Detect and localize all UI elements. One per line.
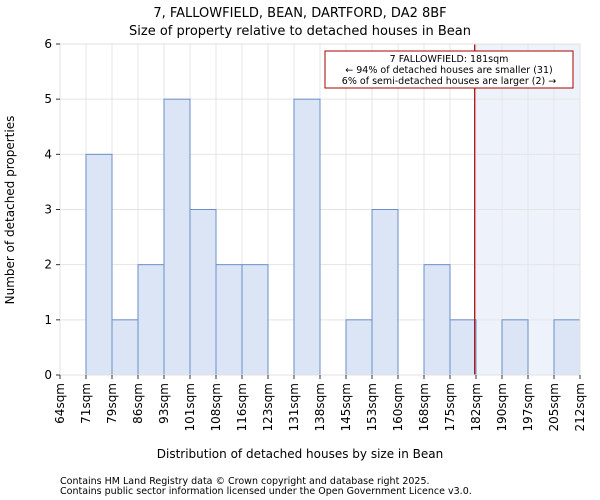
annotation-line-3: 6% of semi-detached houses are larger (2…	[342, 76, 556, 87]
bar	[111, 319, 139, 376]
annotation-border	[324, 50, 574, 89]
x-tick-label: 64sqm	[53, 383, 67, 424]
x-tick-label: 71sqm	[79, 383, 93, 424]
x-tick-label: 108sqm	[209, 383, 223, 431]
annotation-line-1: 7 FALLOWFIELD: 181sqm	[390, 54, 509, 65]
x-tick-label: 86sqm	[131, 383, 145, 424]
x-tick-label: 160sqm	[391, 383, 405, 431]
x-tick-label: 190sqm	[495, 383, 509, 431]
x-tick-label: 153sqm	[365, 383, 379, 431]
x-tick-label: 205sqm	[547, 383, 561, 431]
x-tick-label: 197sqm	[521, 383, 535, 431]
x-tick-label: 79sqm	[105, 383, 119, 424]
y-axis-label: Number of detached properties	[3, 116, 17, 305]
bar	[449, 319, 477, 376]
x-tick-label: 138sqm	[313, 383, 327, 431]
y-tick-label: 6	[44, 37, 52, 51]
bar	[501, 319, 529, 376]
bar	[189, 209, 217, 376]
bar	[85, 153, 113, 376]
x-tick-label: 116sqm	[235, 383, 249, 431]
y-tick-label: 5	[44, 92, 52, 106]
footer-line-1: Contains HM Land Registry data © Crown c…	[60, 476, 430, 487]
bar	[137, 264, 165, 376]
bar	[345, 319, 373, 376]
x-axis-label: Distribution of detached houses by size …	[157, 447, 443, 461]
x-tick-label: 175sqm	[443, 383, 457, 431]
x-tick-label: 182sqm	[469, 383, 483, 431]
x-tick-label: 212sqm	[573, 383, 587, 431]
bar	[163, 98, 191, 376]
chart-subtitle: Size of property relative to detached ho…	[129, 24, 471, 39]
bar	[293, 98, 321, 376]
y-tick-label: 2	[44, 258, 52, 272]
y-tick-label: 4	[44, 147, 52, 161]
bar	[371, 209, 399, 376]
y-tick-label: 0	[44, 368, 52, 382]
x-tick-label: 145sqm	[339, 383, 353, 431]
bar	[553, 319, 581, 376]
annotation-box: 7 FALLOWFIELD: 181sqm ← 94% of detached …	[324, 50, 574, 89]
x-tick-label: 101sqm	[183, 383, 197, 431]
chart-title: 7, FALLOWFIELD, BEAN, DARTFORD, DA2 8BF	[153, 6, 446, 21]
annotation-line-2: ← 94% of detached houses are smaller (31…	[345, 65, 552, 76]
footer-line-2: Contains public sector information licen…	[60, 486, 472, 497]
bar	[215, 264, 243, 376]
x-tick-label: 93sqm	[157, 383, 171, 424]
bar	[423, 264, 451, 376]
bar	[241, 264, 269, 376]
y-tick-label: 3	[44, 203, 52, 217]
x-tick-label: 131sqm	[287, 383, 301, 431]
y-tick-label: 1	[44, 313, 52, 327]
x-tick-label: 123sqm	[261, 383, 275, 431]
x-tick-label: 168sqm	[417, 383, 431, 431]
